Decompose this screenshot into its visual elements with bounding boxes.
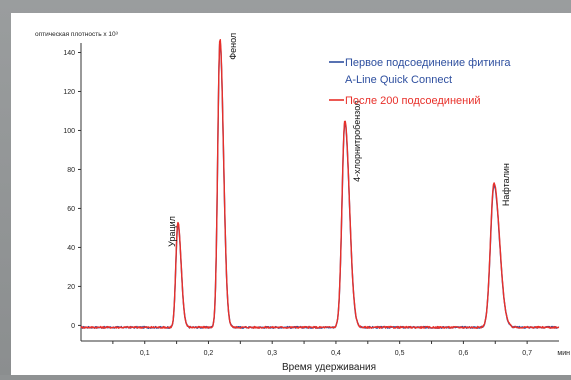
y-tick-label: 140	[63, 50, 75, 57]
x-tick-label: 0,6	[459, 350, 469, 357]
series-line-after-200	[80, 39, 560, 329]
y-ticks: 0 20 40 60 80 100 120 140	[63, 50, 81, 330]
x-tick-label: 0,3	[267, 350, 277, 357]
y-axis-label: оптическая плотность x 10³	[35, 31, 119, 38]
x-tick-label: 0,1	[140, 350, 150, 357]
peak-label: Урацил	[167, 216, 177, 247]
y-tick-label: 120	[63, 89, 75, 96]
x-axis-label: Время удерживания	[282, 362, 376, 373]
axes	[80, 43, 559, 342]
x-tick-label: 0,7	[522, 350, 532, 357]
peak-label: Фенол	[228, 33, 238, 60]
peak-label: Нафталин	[501, 163, 511, 206]
x-tick-label: 0,5	[395, 350, 405, 357]
peak-annotations: Урацил Фенол 4-хлорнитробензол Нафталин	[167, 33, 511, 247]
x-ticks: 0,1 0,2 0,3 0,4 0,5 0,6 0,7	[112, 341, 532, 357]
y-tick-label: 100	[63, 128, 75, 135]
x-axis-unit: мин	[557, 350, 570, 357]
x-tick-label: 0,2	[204, 350, 214, 357]
legend: Первое подсоединение фитинга A-Line Quic…	[329, 57, 511, 107]
y-tick-label: 60	[67, 206, 75, 213]
legend-label-first-connection-line2: A-Line Quick Connect	[345, 74, 452, 86]
series-line-first-connection	[80, 41, 560, 329]
y-tick-label: 40	[67, 245, 75, 252]
legend-label-after-200: После 200 подсоединений	[345, 95, 481, 107]
y-tick-label: 0	[71, 323, 75, 330]
y-tick-label: 80	[67, 167, 75, 174]
series-layer	[80, 39, 560, 329]
peak-label: 4-хлорнитробензол	[352, 101, 362, 182]
x-tick-label: 0,4	[331, 350, 341, 357]
chromatogram-chart: 0 20 40 60 80 100 120 140 0,1 0,2 0,3 0,4 0,5 0,6 0,7…	[35, 31, 570, 373]
y-tick-label: 20	[67, 284, 75, 291]
chart-panel: 0 20 40 60 80 100 120 140 0,1 0,2 0,3 0,4 0,5 0,6 0,7…	[11, 13, 571, 375]
legend-label-first-connection: Первое подсоединение фитинга	[345, 57, 511, 69]
